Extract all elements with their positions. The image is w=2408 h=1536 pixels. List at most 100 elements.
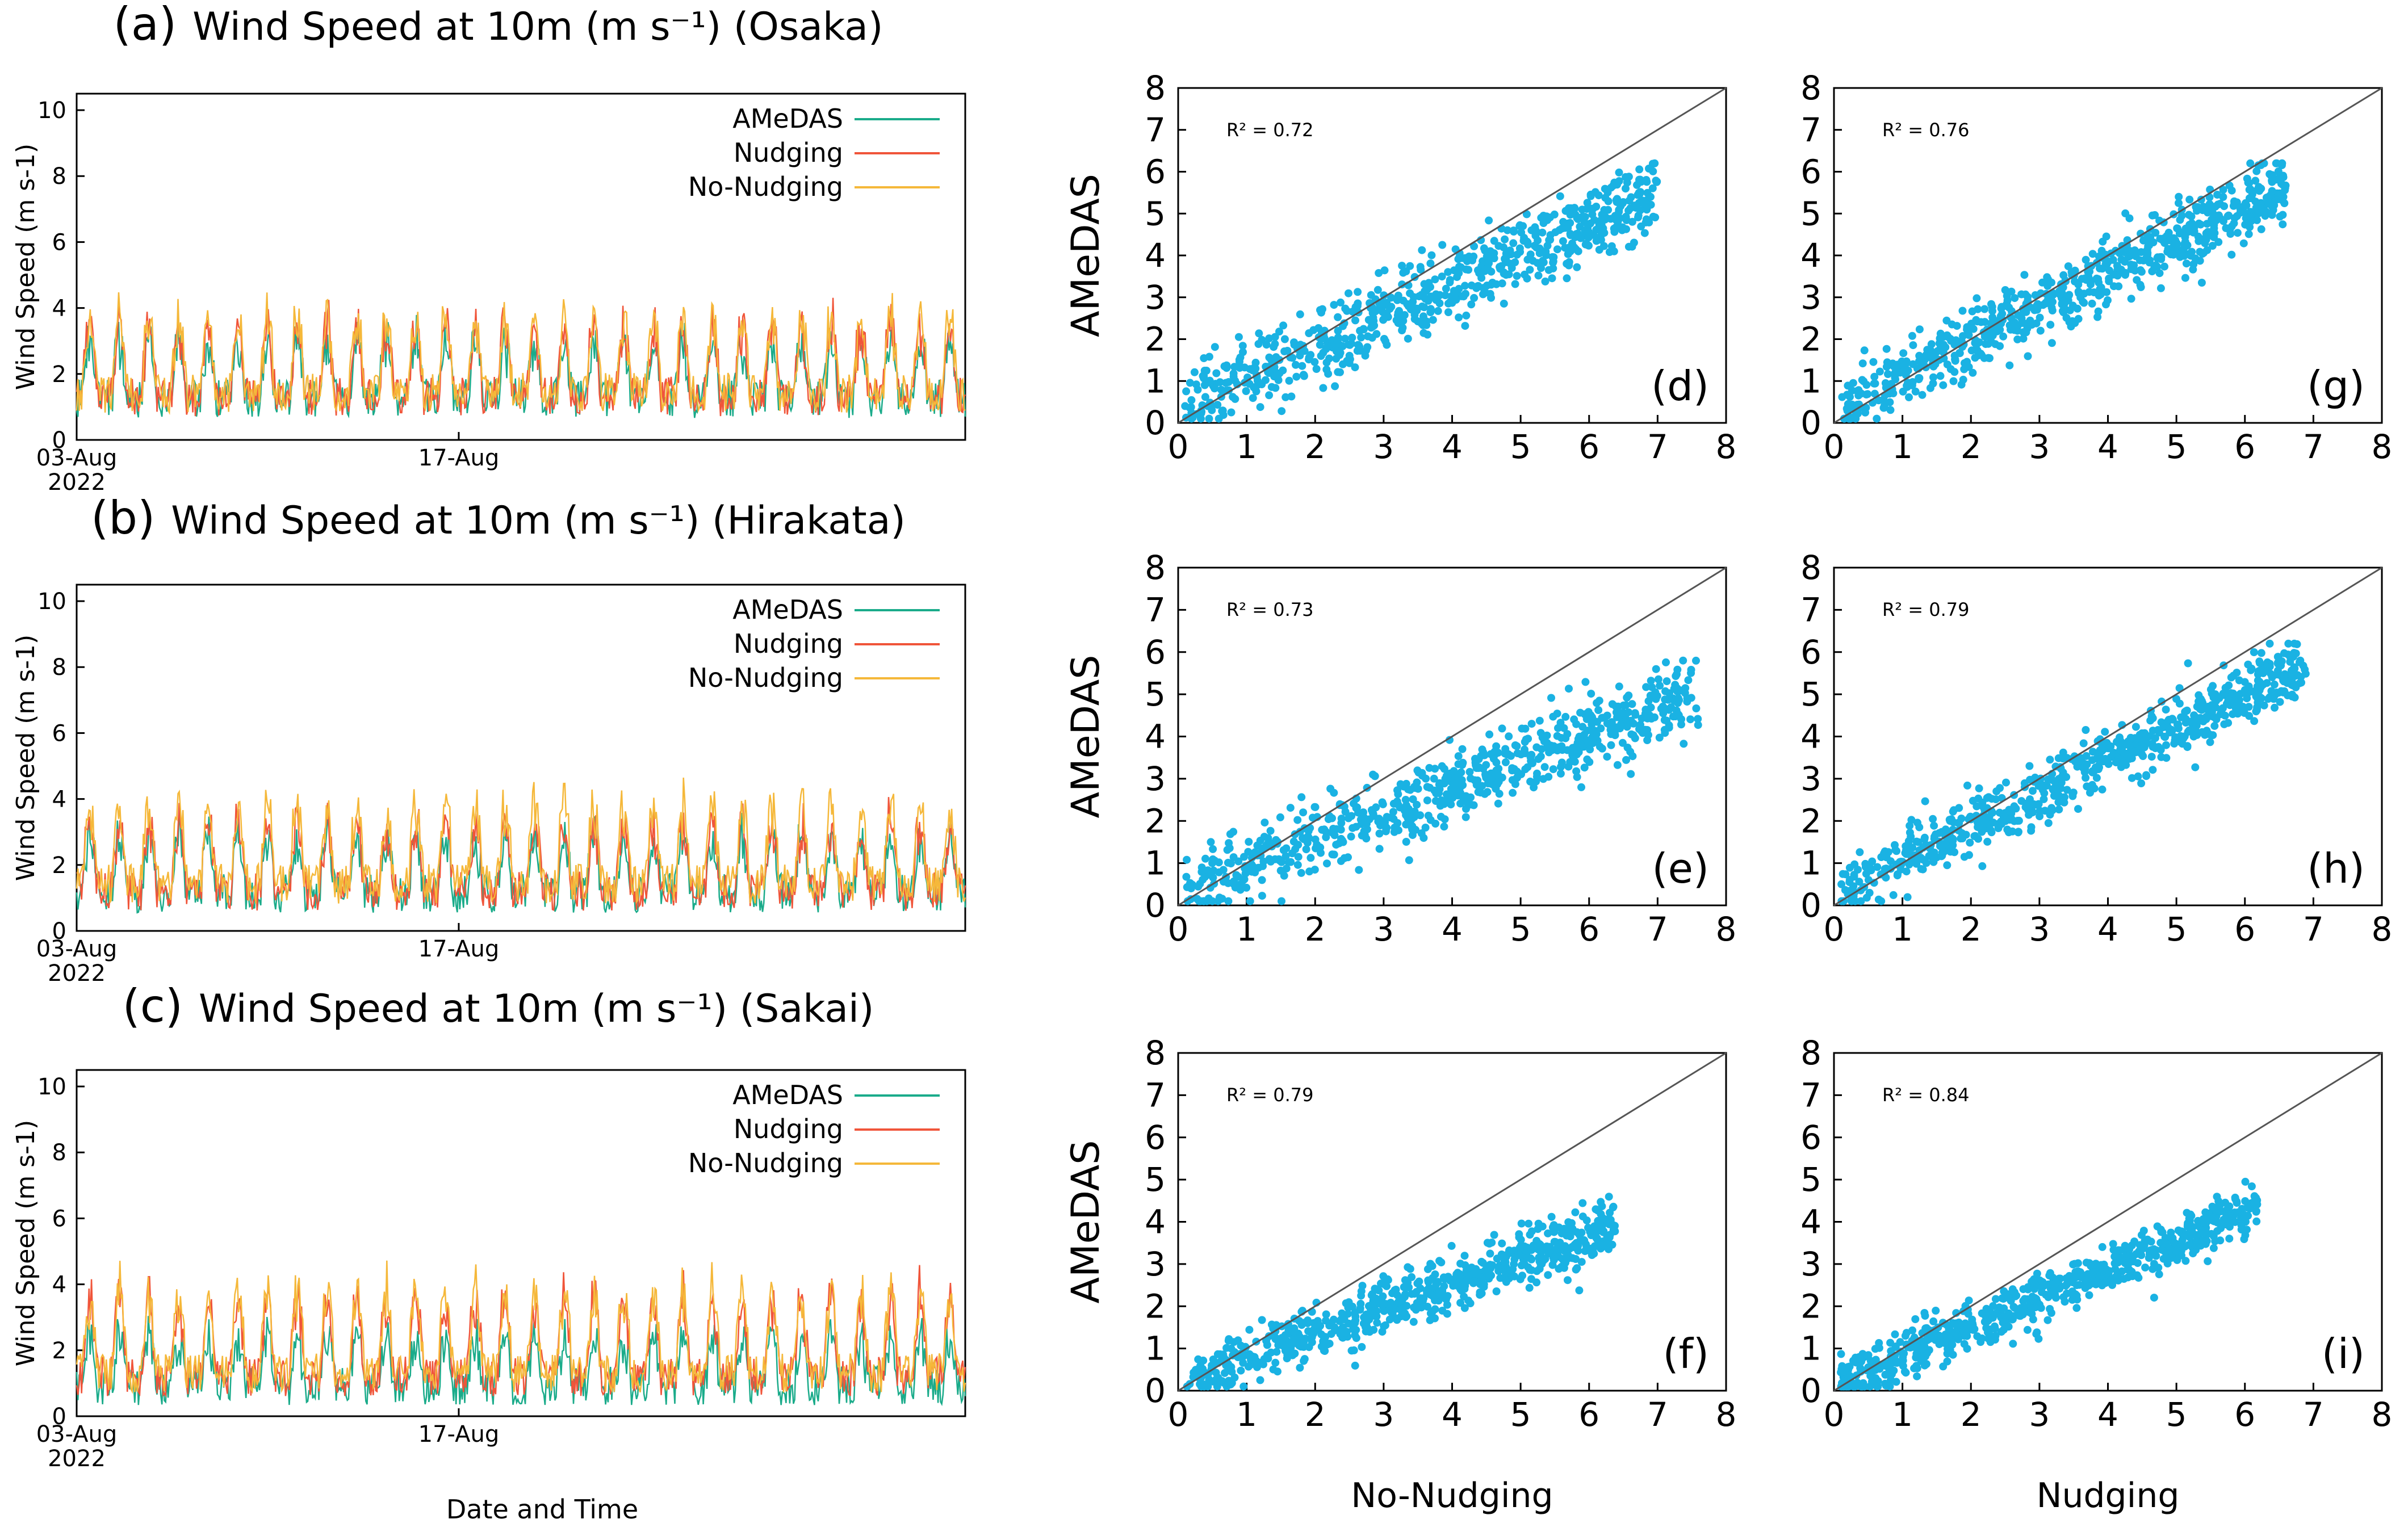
- data-point: [1419, 312, 1427, 321]
- data-point: [1672, 672, 1680, 680]
- data-point: [2023, 324, 2032, 333]
- data-point: [1213, 401, 1222, 409]
- data-point: [1517, 228, 1526, 237]
- data-point: [1267, 383, 1276, 391]
- data-point: [1415, 1277, 1423, 1286]
- data-point: [1246, 1361, 1255, 1369]
- data-point: [2088, 748, 2097, 756]
- data-point: [1318, 825, 1326, 834]
- data-point: [1935, 1340, 1944, 1349]
- data-point: [1265, 334, 1274, 343]
- x-tick-label: 2: [1961, 1395, 1982, 1434]
- data-point: [2082, 774, 2090, 782]
- data-point: [1322, 1316, 1330, 1325]
- data-point: [2196, 705, 2204, 713]
- data-point: [1983, 837, 1992, 846]
- y-tick-label: 1: [1145, 362, 1166, 400]
- y-tick-label: 0: [1145, 1371, 1166, 1410]
- data-point: [2130, 1237, 2139, 1246]
- data-point: [2024, 1285, 2032, 1294]
- data-point: [1389, 808, 1397, 816]
- data-point: [2243, 174, 2251, 183]
- data-point: [1492, 758, 1501, 767]
- timeseries-panel-1: (a) Wind Speed at 10m (m s⁻¹) (Osaka) 0 2 4 6…: [11, 0, 966, 496]
- data-point: [2121, 258, 2129, 266]
- data-point: [1921, 1324, 1930, 1333]
- data-point: [1413, 1299, 1421, 1307]
- data-point: [1482, 774, 1490, 782]
- data-point: [1446, 736, 1454, 744]
- data-point: [1325, 1340, 1334, 1348]
- data-point: [1903, 893, 1912, 901]
- data-point: [1544, 773, 1553, 781]
- data-point: [2063, 1289, 2071, 1298]
- data-point: [2150, 263, 2159, 271]
- data-point: [1535, 249, 1544, 258]
- data-point: [1572, 767, 1581, 775]
- data-point: [1296, 310, 1304, 318]
- data-point: [1527, 1246, 1536, 1254]
- data-point: [2001, 301, 2010, 310]
- data-point: [1896, 1338, 1904, 1346]
- data-point: [1471, 1277, 1479, 1286]
- data-point: [2265, 639, 2274, 648]
- data-point: [1587, 690, 1595, 698]
- data-point: [1948, 842, 1957, 850]
- data-point: [1426, 305, 1435, 313]
- r-squared-label: R² = 0.73: [1226, 599, 1313, 620]
- data-point: [2003, 825, 2012, 834]
- data-point: [1910, 1364, 1919, 1373]
- data-point: [1534, 236, 1542, 245]
- data-point: [2091, 763, 2100, 772]
- x-tick-label: 1: [1892, 910, 1913, 949]
- data-point: [1351, 363, 1359, 372]
- data-point: [1651, 159, 1659, 167]
- data-point: [2184, 659, 2192, 668]
- data-point: [1509, 239, 1518, 247]
- data-point: [1661, 729, 1669, 737]
- data-point: [1450, 292, 1459, 301]
- data-point: [1967, 1319, 1975, 1328]
- data-point: [2011, 294, 2019, 303]
- data-point: [1200, 354, 1208, 362]
- data-point: [1526, 1231, 1534, 1239]
- data-point: [1490, 1231, 1498, 1239]
- x-tick-label: 6: [1578, 427, 1599, 466]
- y-tick-label: 4: [1800, 1203, 1821, 1241]
- x-tick-label: 5: [1510, 427, 1531, 466]
- data-point: [1880, 401, 1888, 410]
- data-point: [1915, 374, 1923, 383]
- data-point: [1230, 1373, 1239, 1382]
- data-point: [2098, 1243, 2107, 1251]
- data-point: [2099, 757, 2107, 765]
- data-point: [1561, 1258, 1569, 1267]
- data-point: [1541, 277, 1550, 286]
- data-point: [2244, 660, 2252, 669]
- x-tick-label: 7: [2303, 910, 2324, 949]
- data-point: [1929, 379, 1937, 388]
- data-point: [1275, 855, 1283, 863]
- data-point: [1902, 360, 1910, 368]
- data-point: [2046, 811, 2054, 819]
- data-point: [1297, 793, 1306, 801]
- data-point: [1250, 363, 1259, 372]
- y-axis-label: Wind Speed (m s-1): [11, 144, 40, 390]
- data-point: [2250, 648, 2258, 656]
- panel-title: (c) Wind Speed at 10m (m s⁻¹) (Sakai): [123, 980, 874, 1033]
- data-point: [1577, 1258, 1586, 1266]
- y-tick-label: 6: [1145, 153, 1166, 191]
- data-point: [2196, 714, 2205, 722]
- data-point: [1637, 178, 1645, 186]
- data-point: [1413, 307, 1421, 315]
- data-point: [1226, 1363, 1235, 1372]
- data-point: [2284, 639, 2293, 648]
- y-tick-label: 8: [1800, 1034, 1821, 1072]
- data-point: [1255, 329, 1263, 338]
- data-point: [1409, 1317, 1418, 1326]
- data-point: [1494, 242, 1503, 250]
- data-point: [2029, 1295, 2038, 1304]
- data-point: [2147, 753, 2156, 761]
- panel-label: (h): [2307, 845, 2365, 892]
- data-point: [2152, 1252, 2160, 1260]
